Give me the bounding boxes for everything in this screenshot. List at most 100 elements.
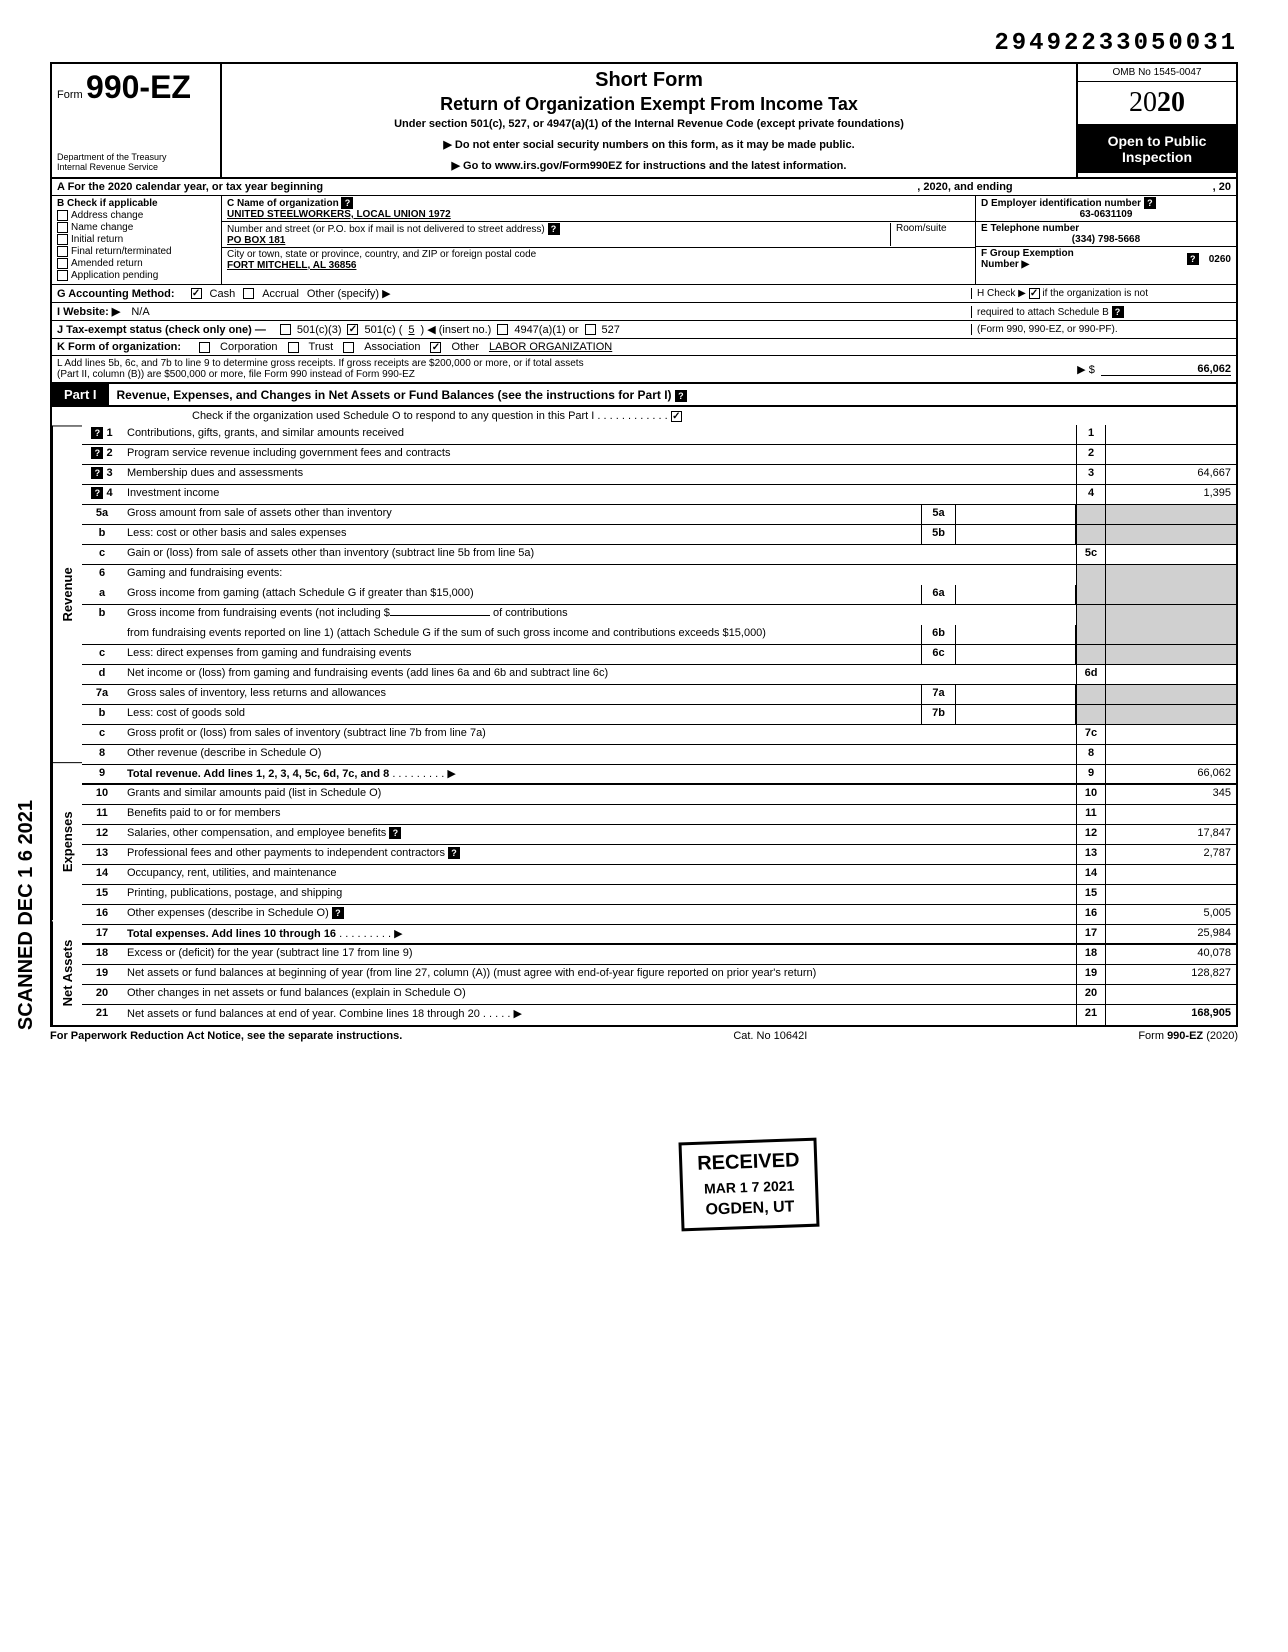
line-6a-desc: Gross income from gaming (attach Schedul… [122, 585, 921, 604]
line-6c-desc: Less: direct expenses from gaming and fu… [122, 645, 921, 664]
checkbox-schedule-o[interactable] [671, 411, 682, 422]
mid-6a: 6a [921, 585, 956, 604]
year-prefix: 20 [1129, 87, 1157, 118]
line-6d-desc: Net income or (loss) from gaming and fun… [122, 665, 1076, 684]
opt-initial: Initial return [71, 234, 123, 245]
help-icon[interactable]: ? [91, 427, 103, 439]
line-7a-desc: Gross sales of inventory, less returns a… [122, 685, 921, 704]
help-icon[interactable]: ? [91, 487, 103, 499]
street-value: PO BOX 181 [227, 235, 285, 246]
tel-value: (334) 798-5668 [981, 234, 1231, 245]
line-21-desc: Net assets or fund balances at end of ye… [127, 1008, 480, 1020]
year-bold: 20 [1157, 87, 1185, 118]
line-6b-mid: of contributions [493, 607, 568, 619]
checkbox-501c[interactable] [347, 324, 358, 335]
checkbox-accrual[interactable] [243, 288, 254, 299]
open-inspection: Open to Public Inspection [1078, 125, 1236, 173]
checkbox-527[interactable] [585, 324, 596, 335]
help-icon[interactable]: ? [448, 847, 460, 859]
line-5c-val [1106, 545, 1236, 564]
line-2-desc: Program service revenue including govern… [122, 445, 1076, 464]
mid-7a: 7a [921, 685, 956, 704]
checkbox-4947[interactable] [497, 324, 508, 335]
help-icon[interactable]: ? [1144, 197, 1156, 209]
opt-corp: Corporation [220, 341, 277, 353]
help-icon[interactable]: ? [91, 447, 103, 459]
checkbox-corp[interactable] [199, 342, 210, 353]
mid-5b: 5b [921, 525, 956, 544]
line-19-desc: Net assets or fund balances at beginning… [122, 965, 1076, 984]
line-5c-desc: Gain or (loss) from sale of assets other… [122, 545, 1076, 564]
opt-527: 527 [602, 324, 620, 336]
street-label: Number and street (or P.O. box if mail i… [227, 224, 545, 235]
line-10-val: 345 [1106, 785, 1236, 804]
arrow-text-2: ▶ Go to www.irs.gov/Form990EZ for instru… [232, 159, 1066, 172]
part-1-label: Part I [52, 384, 109, 405]
document-id: 29492233050031 [50, 30, 1238, 57]
room-label: Room/suite [896, 223, 947, 234]
footer-left: For Paperwork Reduction Act Notice, see … [50, 1030, 402, 1042]
501c-number: 5 [408, 324, 414, 336]
row-l-amount: 66,062 [1101, 363, 1231, 376]
checkbox-final[interactable] [57, 246, 68, 257]
line-12-val: 17,847 [1106, 825, 1236, 844]
line-17-val: 25,984 [1106, 925, 1236, 943]
help-icon[interactable]: ? [389, 827, 401, 839]
row-h-1: H Check ▶ [977, 288, 1026, 299]
checkbox-pending[interactable] [57, 270, 68, 281]
dept-text: Department of the Treasury Internal Reve… [57, 152, 215, 172]
help-icon[interactable]: ? [1112, 306, 1124, 318]
line-16-val: 5,005 [1106, 905, 1236, 924]
tel-label: E Telephone number [981, 223, 1079, 234]
line-6-desc: Gaming and fundraising events: [122, 565, 1076, 585]
checkbox-name-change[interactable] [57, 222, 68, 233]
row-i-label: I Website: ▶ [57, 306, 120, 318]
website-value: N/A [131, 306, 149, 318]
line-16-desc: Other expenses (describe in Schedule O) [127, 907, 329, 919]
opt-pending: Application pending [71, 270, 158, 281]
form-title-1: Short Form [232, 69, 1066, 92]
checkbox-address-change[interactable] [57, 210, 68, 221]
checkbox-cash[interactable] [191, 288, 202, 299]
side-revenue: Revenue [52, 425, 82, 762]
help-icon[interactable]: ? [332, 907, 344, 919]
row-g-label: G Accounting Method: [57, 288, 175, 300]
line-1-val [1106, 425, 1236, 444]
line-1-desc: Contributions, gifts, grants, and simila… [122, 425, 1076, 444]
line-6b-desc: from fundraising events reported on line… [122, 625, 921, 644]
line-19-val: 128,827 [1106, 965, 1236, 984]
opt-501c: 501(c) ( [364, 324, 402, 336]
form-prefix: Form [57, 89, 83, 101]
part-1-header: Part I Revenue, Expenses, and Changes in… [50, 384, 1238, 407]
line-4-desc: Investment income [122, 485, 1076, 504]
help-icon[interactable]: ? [341, 197, 353, 209]
help-icon[interactable]: ? [675, 390, 687, 402]
checkbox-initial[interactable] [57, 234, 68, 245]
checkbox-assoc[interactable] [343, 342, 354, 353]
side-net-assets: Net Assets [52, 921, 82, 1025]
checkbox-501c3[interactable] [280, 324, 291, 335]
opt-other-method: Other (specify) ▶ [307, 287, 391, 300]
help-icon[interactable]: ? [1187, 253, 1199, 265]
part-1-title: Revenue, Expenses, and Changes in Net As… [109, 385, 1236, 405]
ein-value: 63-0631109 [981, 209, 1231, 220]
section-bcd: B Check if applicable Address change Nam… [50, 196, 1238, 285]
help-icon[interactable]: ? [91, 467, 103, 479]
checkbox-other-org[interactable] [430, 342, 441, 353]
line-6d-val [1106, 665, 1236, 684]
checkbox-amended[interactable] [57, 258, 68, 269]
line-8-desc: Other revenue (describe in Schedule O) [122, 745, 1076, 764]
help-icon[interactable]: ? [548, 223, 560, 235]
opt-assoc: Association [364, 341, 420, 353]
line-10-desc: Grants and similar amounts paid (list in… [122, 785, 1076, 804]
row-k-label: K Form of organization: [57, 341, 181, 353]
org-name: UNITED STEELWORKERS, LOCAL UNION 1972 [227, 209, 451, 220]
row-h-4: (Form 990, 990-EZ, or 990-PF). [977, 324, 1118, 335]
row-a-text3: , 20 [1213, 181, 1231, 193]
line-3-val: 64,667 [1106, 465, 1236, 484]
checkbox-no-sched-b[interactable] [1029, 288, 1040, 299]
checkbox-trust[interactable] [288, 342, 299, 353]
group-value: 0260 [1209, 254, 1231, 265]
footer-center: Cat. No 10642I [733, 1030, 807, 1042]
opt-accrual: Accrual [262, 288, 299, 300]
